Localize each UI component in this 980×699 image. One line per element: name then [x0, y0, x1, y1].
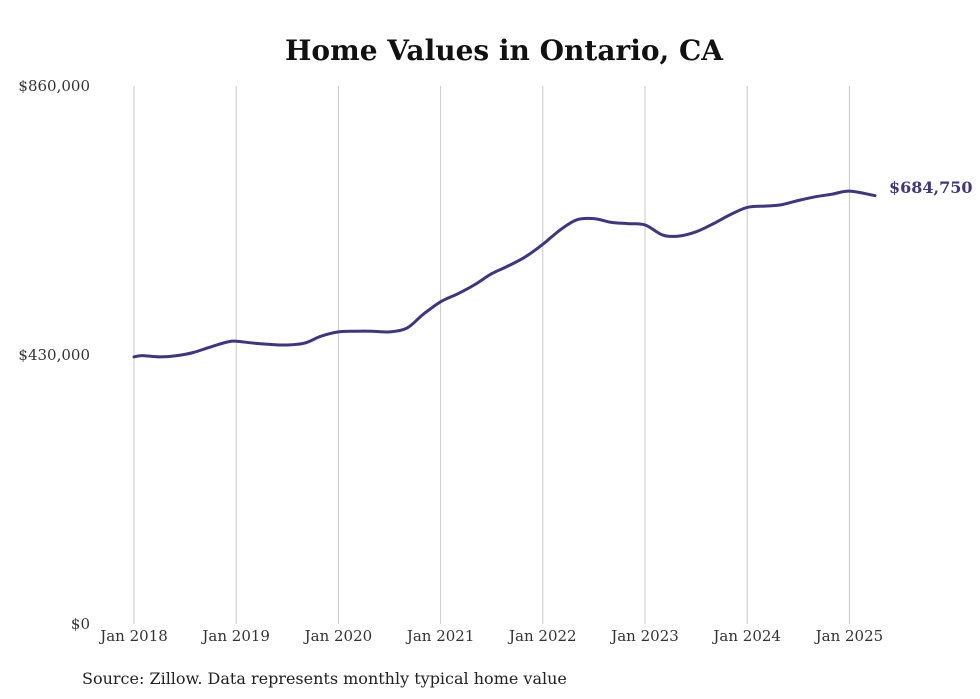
end-value-label: $684,750 [889, 178, 973, 197]
x-tick-label-1: Jan 2019 [200, 627, 270, 645]
source-note: Source: Zillow. Data represents monthly … [82, 669, 567, 688]
series-line-home-value [132, 189, 877, 359]
x-tick-label-7: Jan 2025 [814, 627, 884, 645]
y-axis-ticks: $0 $430,000 $860,000 [18, 77, 90, 633]
y-tick-label-0: $0 [71, 615, 90, 633]
x-tick-label-0: Jan 2018 [98, 627, 168, 645]
x-tick-label-3: Jan 2021 [405, 627, 475, 645]
x-tick-label-5: Jan 2023 [609, 627, 679, 645]
y-tick-label-2: $860,000 [18, 77, 90, 95]
y-tick-label-1: $430,000 [18, 346, 90, 364]
x-tick-label-4: Jan 2022 [507, 627, 577, 645]
chart-title: Home Values in Ontario, CA [285, 34, 724, 67]
x-tick-label-6: Jan 2024 [711, 627, 781, 645]
x-tick-label-2: Jan 2020 [303, 627, 373, 645]
gridlines [133, 86, 850, 624]
x-axis-ticks: Jan 2018 Jan 2019 Jan 2020 Jan 2021 Jan 2022… [98, 627, 883, 645]
